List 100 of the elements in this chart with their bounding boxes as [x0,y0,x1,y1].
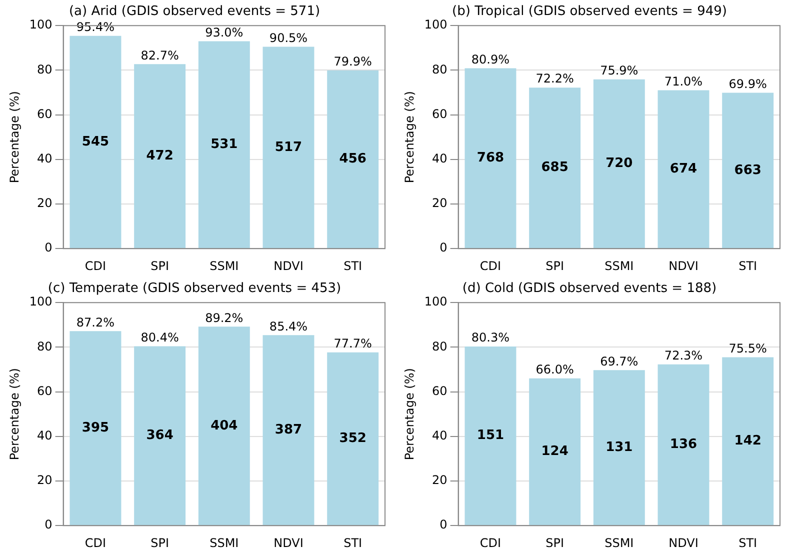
bar [593,79,645,248]
annotation: 720 [606,156,633,172]
y-tick-label: 100 [29,294,52,309]
bar [198,41,250,248]
data-label: 79.9% [334,54,372,69]
y-axis-title: Percentage (%) [402,91,416,184]
x-tick-label: SSMI [210,258,239,273]
bar [327,352,379,526]
data-label: 69.9% [728,76,767,91]
y-axis-title: Percentage (%) [7,368,22,460]
chart-title: (a) Arid (GDIS observed events = 571) [68,4,320,20]
x-tick-label: SPI [150,258,170,273]
bar [464,346,516,526]
y-tick-label: 20 [432,196,448,210]
data-label: 89.2% [205,310,244,325]
y-tick-label: 0 [440,240,448,255]
x-tick-label: STI [344,536,362,550]
x-tick-label: SSMI [604,536,634,550]
annotation: 136 [670,437,698,452]
annotation: 472 [146,148,174,164]
x-tick-label: SPI [150,536,170,550]
annotation: 674 [670,162,698,177]
bar [70,331,122,526]
x-tick-label: SSMI [210,536,239,550]
x-tick-label: NDVI [274,536,304,550]
y-tick-label: 80 [37,62,52,76]
annotation: 404 [210,418,238,434]
bar [198,326,250,526]
annotation: 151 [476,428,504,444]
annotation: 364 [146,428,174,444]
data-label: 69.7% [600,354,638,368]
y-axis-title: Percentage (%) [7,91,22,184]
bar [658,90,710,248]
y-tick-label: 60 [37,384,52,398]
y-tick-label: 20 [432,473,448,488]
x-tick-label: STI [738,536,758,550]
bar [327,70,379,248]
bar [722,92,774,248]
data-label: 80.4% [140,330,179,344]
annotation: 352 [339,431,366,446]
data-label: 72.2% [536,72,574,86]
bar [593,370,645,526]
annotation: 768 [476,150,504,166]
bar [529,88,581,248]
chart-title: (d) Cold (GDIS observed events = 188) [462,281,717,296]
bar [658,364,710,526]
x-tick-label: SPI [546,258,564,273]
data-label: 80.9% [471,52,510,66]
x-tick-label: NDVI [274,258,304,273]
annotation: 663 [734,162,762,178]
y-tick-label: 80 [37,339,52,354]
y-tick-label: 0 [44,240,52,255]
bar [134,64,186,248]
y-tick-label: 20 [37,196,52,210]
data-label: 66.0% [536,362,574,377]
x-tick-label: CDI [84,258,106,273]
y-axis-title: Percentage (%) [402,368,416,460]
x-tick-label: SPI [546,536,564,550]
annotation: 124 [541,444,568,460]
chart-title: (b) Tropical (GDIS observed events = 949) [452,4,727,20]
data-label: 90.5% [269,30,308,45]
annotation: 395 [82,420,110,436]
annotation: 531 [210,137,238,152]
bar [134,346,186,526]
bar [464,68,516,248]
data-label: 80.3% [471,330,510,345]
bar [722,357,774,526]
y-tick-label: 20 [37,473,52,488]
y-tick-label: 40 [37,152,52,166]
x-tick-label: CDI [480,258,502,273]
y-tick-label: 100 [29,18,52,32]
bar [529,378,581,526]
y-tick-label: 60 [432,384,448,398]
y-tick-label: 80 [432,339,448,354]
y-tick-label: 0 [44,518,52,532]
data-label: 72.3% [664,348,703,362]
data-label: 77.7% [334,336,372,350]
bar [70,36,122,248]
annotation: 685 [541,160,568,176]
annotation: 456 [339,152,366,167]
annotation: 131 [606,440,633,456]
x-tick-label: CDI [480,536,502,550]
y-tick-label: 60 [37,106,52,121]
x-tick-label: CDI [84,536,106,550]
data-label: 82.7% [140,48,179,62]
y-tick-label: 40 [37,428,52,443]
annotation: 142 [734,434,762,449]
bar [262,46,314,248]
data-label: 71.0% [664,74,703,88]
x-tick-label: SSMI [604,258,634,273]
x-tick-label: NDVI [668,258,698,273]
data-label: 75.9% [600,63,638,78]
y-tick-label: 100 [424,18,448,32]
bar [262,335,314,526]
chart-title: (c) Temperate (GDIS observed events = 453) [48,281,342,296]
data-label: 87.2% [76,315,115,330]
y-tick-label: 80 [432,62,448,76]
data-label: 85.4% [269,319,308,334]
y-tick-label: 0 [440,518,448,532]
annotation: 387 [274,422,302,438]
